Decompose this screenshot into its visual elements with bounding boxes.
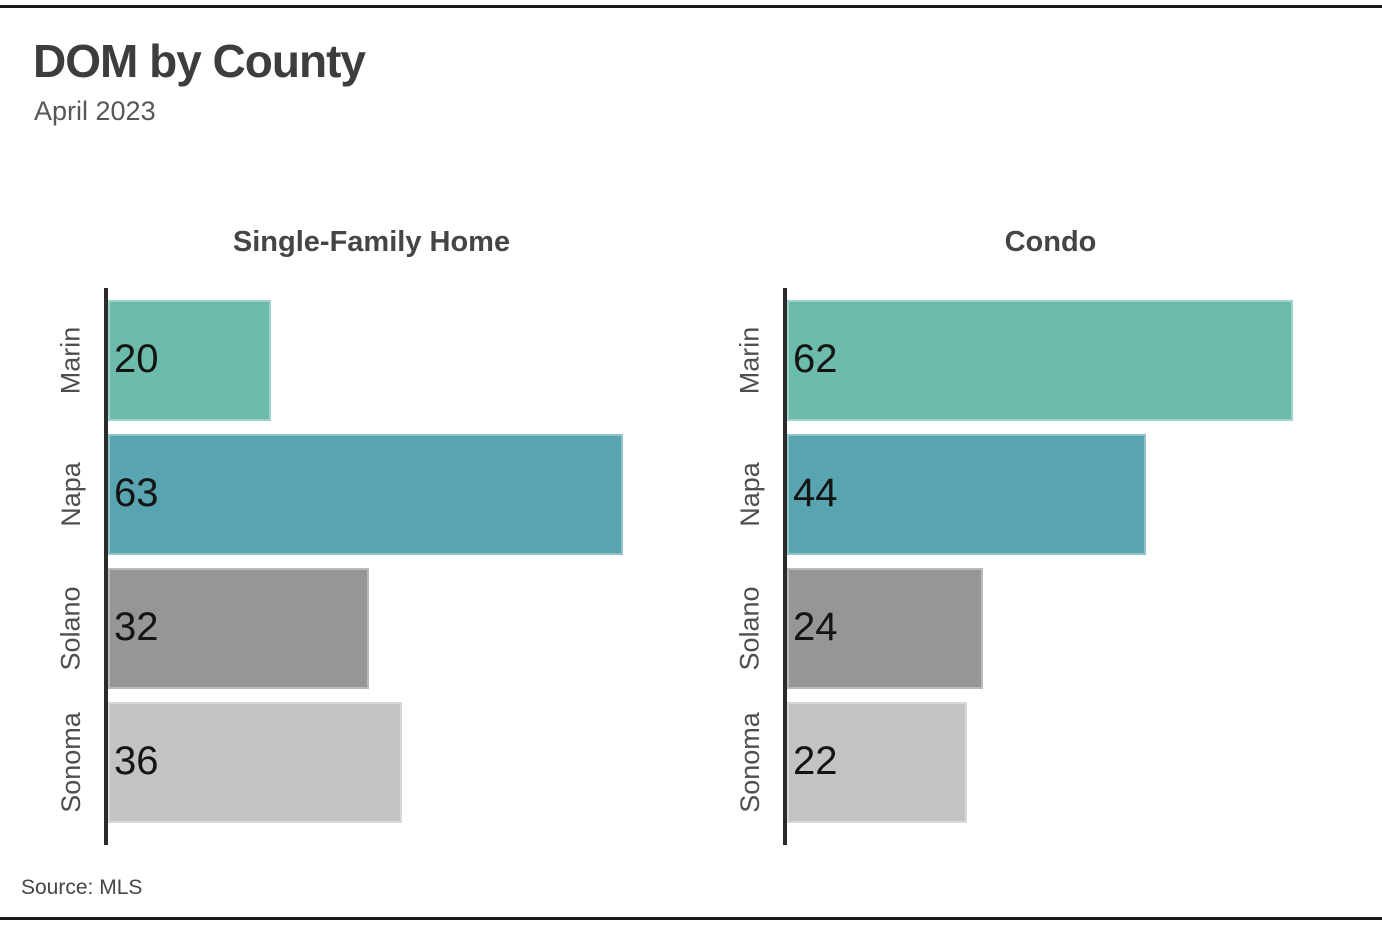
value-label: 32	[114, 604, 159, 649]
bar-marin: 62	[787, 300, 1294, 421]
bar-row-marin: Marin 20	[56, 300, 639, 421]
category-label-napa: Napa	[55, 462, 86, 527]
chart-title-single-family: Single-Family Home	[232, 226, 511, 258]
bar-row-solano: Solano 32	[56, 568, 639, 689]
category-label-sonoma: Sonoma	[55, 712, 86, 813]
top-rule	[0, 5, 1382, 8]
bar-row-sonoma: Sonoma 36	[56, 702, 639, 823]
chart-title-condo: Condo	[1004, 226, 1097, 258]
value-label: 20	[114, 336, 159, 381]
chart-axes-single-family: Marin 20 Napa 63 Solano 32 Sonoma 36	[56, 288, 639, 845]
value-label: 62	[793, 336, 838, 381]
bar-row-napa: Napa 44	[735, 434, 1318, 555]
page-title: DOM by County	[33, 35, 366, 87]
value-label: 24	[793, 604, 838, 649]
bar-sonoma: 36	[108, 702, 403, 823]
bar-row-sonoma: Sonoma 22	[735, 702, 1318, 823]
value-label: 36	[114, 738, 159, 783]
source-note: Source: MLS	[21, 876, 143, 899]
category-label-marin: Marin	[734, 326, 765, 395]
category-label-solano: Solano	[734, 586, 765, 671]
bar-row-marin: Marin 62	[735, 300, 1318, 421]
page-subtitle: April 2023	[34, 96, 156, 126]
bottom-rule	[0, 917, 1382, 920]
bar-solano: 24	[787, 568, 984, 689]
bar-solano: 32	[108, 568, 370, 689]
chart-axes-condo: Marin 62 Napa 44 Solano 24 Sonoma 22	[735, 288, 1318, 845]
bar-row-napa: Napa 63	[56, 434, 639, 555]
bar-napa: 44	[787, 434, 1147, 555]
bar-marin: 20	[108, 300, 272, 421]
bar-row-solano: Solano 24	[735, 568, 1318, 689]
bar-sonoma: 22	[787, 702, 967, 823]
category-label-sonoma: Sonoma	[734, 712, 765, 813]
category-label-solano: Solano	[55, 586, 86, 671]
category-label-marin: Marin	[55, 326, 86, 395]
value-label: 22	[793, 738, 838, 783]
category-label-napa: Napa	[734, 462, 765, 527]
value-label: 63	[114, 470, 159, 515]
value-label: 44	[793, 470, 838, 515]
bar-napa: 63	[108, 434, 623, 555]
